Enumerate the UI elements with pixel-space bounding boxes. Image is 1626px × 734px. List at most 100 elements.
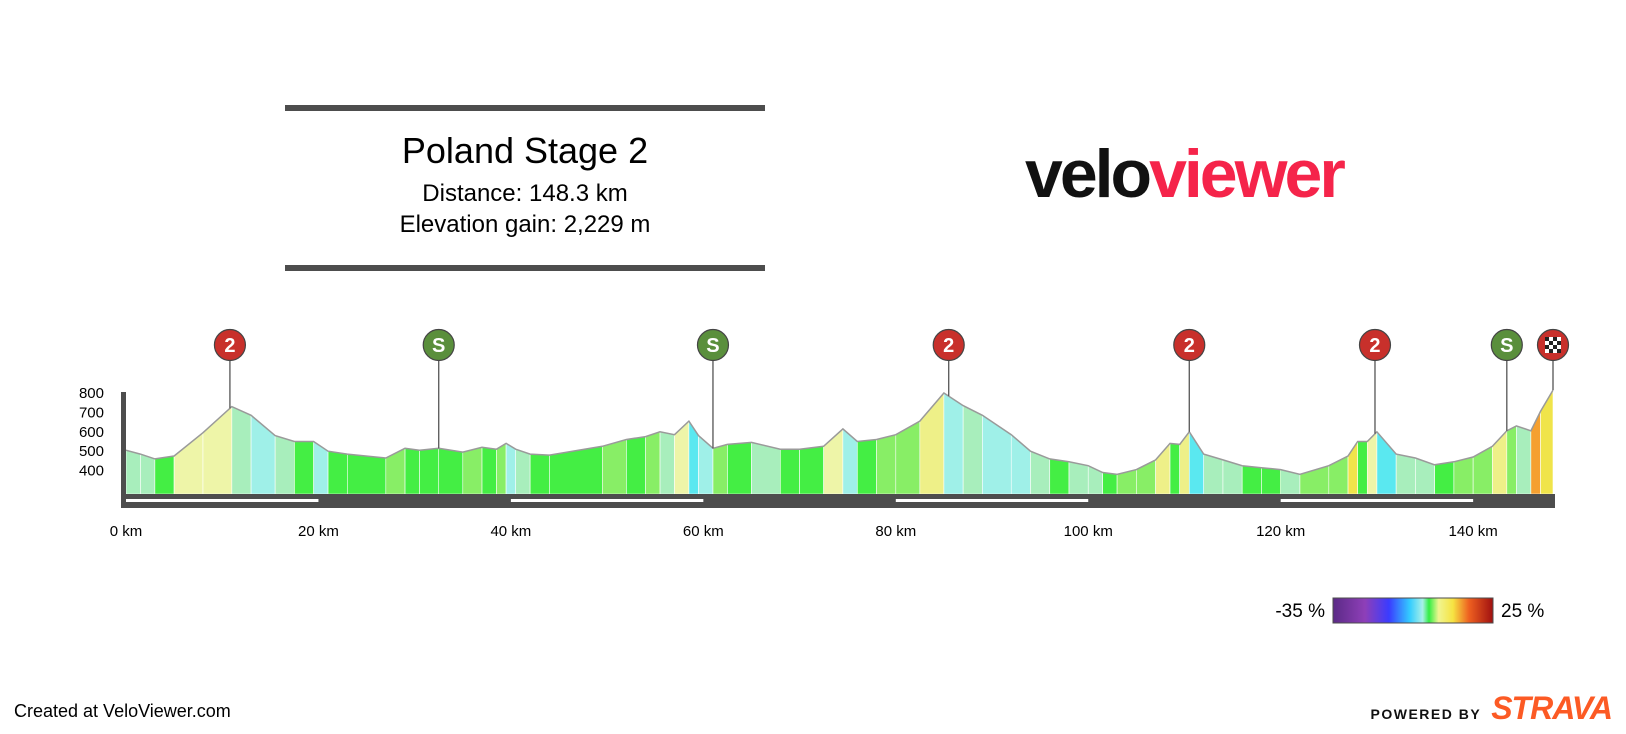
x-tick-label: 40 km: [490, 523, 531, 540]
profile-segment: [385, 447, 406, 495]
checker-square: [1545, 341, 1549, 345]
climb-category-icon: [1358, 328, 1392, 362]
profile-segment: [780, 448, 800, 495]
title-top-rule: [285, 105, 765, 111]
profile-segment: [712, 443, 728, 495]
sprint-marker: S: [422, 328, 455, 449]
profile-segment: [515, 448, 531, 495]
y-tick-label: 500: [79, 443, 104, 460]
profile-segment: [1049, 458, 1070, 495]
profile-segment: [876, 434, 897, 495]
profile-segment: [1241, 465, 1262, 495]
legend-gradient-bar: [1332, 597, 1494, 624]
x-axis-stripe: [126, 499, 319, 502]
profile-segment: [1530, 411, 1541, 495]
title-bottom-rule: [285, 265, 765, 271]
marker-label: S: [1500, 335, 1513, 357]
profile-segment: [231, 406, 252, 495]
profile-segment: [857, 439, 877, 495]
elevation-gain-label: Elevation gain: 2,229 m: [399, 211, 651, 238]
legend-min-label: -35 %: [1275, 601, 1325, 622]
x-tick-label: 120 km: [1256, 523, 1305, 540]
marker-label: S: [706, 335, 719, 357]
profile-segment: [505, 442, 517, 495]
powered-by-label: POWERED BY: [1370, 706, 1482, 722]
profile-segments: [125, 388, 1554, 495]
distance-label: Distance: 148.3 km: [422, 180, 628, 207]
checker-square: [1553, 341, 1557, 345]
x-axis-stripe: [1280, 499, 1474, 502]
y-tick-label: 700: [79, 404, 104, 421]
profile-segment: [438, 447, 464, 495]
profile-segment: [751, 442, 781, 495]
marker-label: 2: [943, 335, 954, 357]
profile-segment: [626, 436, 646, 495]
x-tick-label: 20 km: [298, 523, 339, 540]
profile-segment: [1068, 461, 1089, 495]
profile-segment: [250, 414, 276, 495]
x-tick-label: 140 km: [1449, 523, 1498, 540]
climb-category-icon: [213, 328, 247, 362]
checker-square: [1553, 345, 1557, 349]
y-axis-line: [121, 392, 126, 507]
profile-segment: [659, 431, 675, 495]
x-tick-label: 0 km: [110, 523, 143, 540]
profile-segment: [327, 450, 348, 495]
climb-marker: 2: [1173, 328, 1206, 432]
profile-segment: [419, 447, 440, 495]
profile-segment: [823, 428, 844, 495]
climb-marker: 2: [932, 328, 965, 397]
profile-segment: [1540, 388, 1554, 495]
checker-square: [1557, 341, 1561, 345]
x-tick-label: 80 km: [875, 523, 916, 540]
profile-segment: [481, 446, 497, 495]
profile-segment: [1376, 430, 1397, 495]
checker-square: [1549, 349, 1553, 353]
climb-category-icon: [932, 328, 965, 362]
profile-segment: [1434, 461, 1455, 495]
profile-segment: [943, 392, 964, 495]
checker-square: [1557, 337, 1561, 341]
profile-segment: [688, 420, 699, 495]
x-tick-label: 100 km: [1064, 523, 1113, 540]
strava-logo: STRAVA: [1491, 690, 1613, 726]
checker-square: [1553, 349, 1557, 353]
x-axis-bar: [121, 494, 1555, 508]
profile-segment: [404, 447, 420, 495]
sprint-marker: S: [696, 328, 730, 449]
sprint-icon: [1490, 328, 1523, 362]
marker-label: 2: [224, 335, 235, 357]
profile-segment: [274, 435, 295, 495]
profile-segment: [1516, 425, 1532, 495]
profile-segment: [982, 414, 1012, 495]
x-axis-stripe: [895, 499, 1089, 502]
profile-segment: [1087, 465, 1103, 495]
checker-square: [1549, 341, 1553, 345]
profile-segment: [727, 442, 752, 495]
climb-marker: 2: [213, 328, 247, 409]
profile-segment: [462, 446, 483, 495]
sprint-icon: [696, 328, 730, 362]
profile-segment: [1453, 456, 1474, 495]
checker-square: [1545, 345, 1549, 349]
marker-label: 2: [1184, 335, 1195, 357]
y-tick-labels: 400 500 600 700 800: [79, 385, 104, 480]
profile-segment: [154, 455, 175, 495]
profile-segment: [1472, 445, 1493, 495]
profile-segment: [1179, 430, 1190, 495]
chart-axes: [121, 392, 1555, 508]
checker-square: [1549, 337, 1553, 341]
profile-segment: [962, 405, 983, 495]
profile-segment: [294, 441, 314, 495]
y-tick-label: 600: [79, 424, 104, 441]
x-axis-stripe: [510, 499, 704, 502]
profile-segment: [799, 445, 824, 495]
profile-segment: [1261, 467, 1281, 495]
profile-segment: [173, 432, 204, 495]
profile-segment: [602, 439, 627, 495]
profile-segment: [1357, 441, 1368, 495]
legend-max-label: 25 %: [1501, 601, 1544, 622]
x-tick-label: 60 km: [683, 523, 724, 540]
stage-title: Poland Stage 2: [401, 130, 649, 171]
